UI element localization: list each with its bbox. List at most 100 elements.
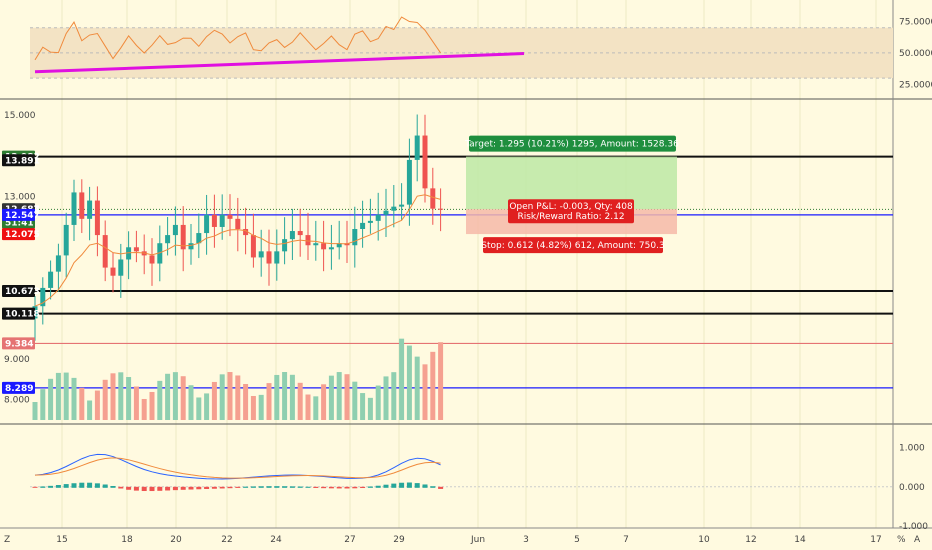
candle-body — [305, 235, 311, 246]
volume-bar — [250, 395, 256, 420]
candle-body — [87, 200, 93, 219]
macd-histogram-bar — [360, 486, 366, 489]
macd-tick-label: 1.000 — [899, 444, 925, 454]
candle-body — [211, 214, 217, 227]
candle-body — [63, 224, 69, 256]
volume-bar — [313, 396, 319, 420]
macd-histogram-bar — [399, 482, 405, 488]
volume-bar — [118, 372, 124, 420]
volume-bar — [422, 364, 428, 420]
candle-body — [360, 222, 366, 229]
time-tick-label: 10 — [698, 535, 710, 545]
volume-bar — [141, 398, 147, 420]
macd-histogram-bar — [188, 486, 194, 490]
volume-bar — [188, 385, 194, 420]
macd-histogram-bar — [250, 486, 256, 488]
volume-bar — [180, 376, 186, 420]
candle-body — [406, 159, 412, 205]
volume-bar — [48, 378, 54, 420]
candle-body — [336, 243, 342, 248]
volume-bar — [219, 374, 225, 420]
volume-bar — [110, 373, 116, 420]
time-tick-label: 17 — [870, 535, 881, 545]
macd-histogram-bar — [383, 484, 389, 488]
macd-histogram-bar — [110, 485, 116, 488]
macd-histogram-bar — [414, 483, 420, 488]
candle-body — [71, 192, 77, 225]
candle-body — [297, 231, 303, 236]
macd-histogram-bar — [243, 486, 249, 488]
candle-body — [149, 255, 155, 264]
volume-bar — [305, 394, 311, 420]
pnl-label-box — [508, 199, 634, 224]
macd-histogram-bar — [430, 486, 436, 488]
macd-histogram-bar — [165, 486, 171, 491]
time-tick-label: 20 — [170, 535, 182, 545]
macd-histogram-bar — [219, 486, 225, 489]
candle-body — [165, 235, 171, 244]
volume-bar — [297, 382, 303, 420]
macd-histogram-bar — [204, 486, 210, 490]
candle-body — [367, 220, 373, 223]
price-tick-label: 15.000 — [4, 111, 36, 121]
candle-body — [40, 287, 46, 307]
macd-histogram-bar — [235, 486, 241, 488]
macd-histogram-bar — [266, 486, 272, 488]
macd-histogram-bar — [391, 483, 397, 488]
time-tick-label: 27 — [344, 535, 355, 545]
macd-histogram-bar — [126, 486, 132, 490]
candle-body — [282, 239, 288, 252]
macd-histogram-bar — [438, 486, 444, 489]
percent-toggle: % — [897, 535, 906, 545]
volume-bar — [274, 374, 280, 420]
volume-bar — [438, 342, 444, 420]
candle-body — [399, 204, 405, 207]
candle-body — [352, 228, 358, 246]
macd-histogram-bar — [71, 483, 77, 488]
candle-body — [422, 135, 428, 189]
volume-bar — [235, 375, 241, 420]
price-tags: 13.98213.89112.68451:4112.68712.54712.07… — [2, 150, 40, 394]
volume-bar — [172, 372, 178, 420]
volume-bar — [63, 372, 69, 420]
volume-bar — [87, 400, 93, 420]
macd-histogram-bar — [149, 486, 155, 492]
stop-label: Stop: 0.612 (4.82%) 612, Amount: 750.3 — [481, 241, 664, 251]
candle-body — [243, 228, 249, 236]
macd-histogram-bar — [118, 486, 124, 489]
stop-label-box — [483, 237, 663, 254]
macd-histogram-bar — [406, 482, 412, 488]
candle-body — [188, 243, 194, 250]
macd-histogram-bar — [48, 485, 54, 488]
macd-histogram-bar — [344, 486, 350, 489]
time-tick-label: 3 — [523, 535, 529, 545]
candle-body — [414, 135, 420, 160]
macd-histogram-bar — [157, 486, 163, 491]
time-tick-label: 5 — [574, 535, 580, 545]
macd-pane — [30, 453, 893, 492]
macd-histogram-bar — [40, 486, 46, 488]
candle-body — [250, 235, 256, 258]
candle-body — [126, 247, 132, 260]
candle-body — [266, 251, 272, 264]
volume-bar — [211, 381, 217, 420]
volume-bar — [94, 390, 100, 420]
price-tag-box — [2, 381, 35, 394]
volume-bar — [79, 387, 85, 420]
candle-body — [102, 235, 108, 268]
candle-body — [313, 243, 319, 246]
volume-bar — [40, 389, 46, 420]
macd-histogram-bar — [172, 486, 178, 491]
volume-bar — [352, 381, 358, 420]
macd-histogram-bar — [289, 486, 295, 488]
volume-bar — [282, 372, 288, 420]
candle-body — [219, 214, 225, 227]
macd-histogram-bar — [313, 486, 319, 488]
macd-histogram-bar — [63, 484, 69, 488]
macd-histogram-bar — [305, 486, 311, 488]
time-tick-label: Jun — [470, 535, 485, 545]
candle-body — [48, 271, 54, 288]
macd-histogram-bar — [321, 486, 327, 489]
macd-histogram-bar — [196, 486, 202, 490]
